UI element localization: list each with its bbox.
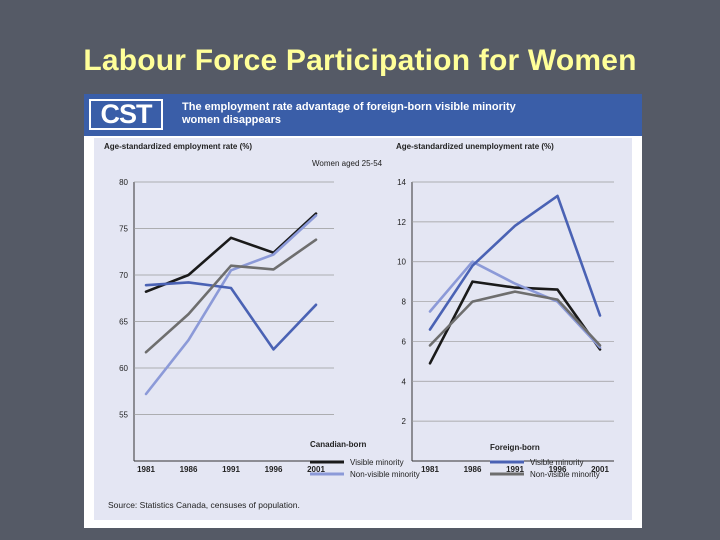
unemployment-x-tick-label: 2001 — [591, 465, 609, 474]
employment-series-fb-nvm — [144, 238, 318, 354]
legend-label-fb-vm: Visible minority — [530, 458, 584, 467]
unemployment-y-tick-label: 12 — [397, 218, 406, 227]
employment-y-tick-label: 75 — [119, 225, 128, 234]
unemployment-x-tick-label: 1991 — [506, 465, 524, 474]
employment-y-tick-label: 80 — [119, 178, 128, 187]
unemployment-y-tick-label: 14 — [397, 178, 406, 187]
employment-y-tick-label: 70 — [119, 271, 128, 280]
legend-label-fb-nvm: Non-visible minority — [530, 470, 600, 479]
employment-series-fb-vm — [144, 281, 318, 351]
legend-group-canadian: Canadian-born — [310, 440, 367, 449]
heading-line-2: women disappears — [182, 114, 282, 126]
legend-label-cb-nvm: Non-visible minority — [350, 470, 420, 479]
employment-x-tick-label: 1981 — [137, 465, 155, 474]
source-note: Source: Statistics Canada, censuses of p… — [108, 500, 300, 510]
slide-title: Labour Force Participation for Women — [83, 44, 637, 77]
unemployment-x-tick-label: 1981 — [421, 465, 439, 474]
unemployment-x-tick-label: 1996 — [549, 465, 567, 474]
unemployment-chart: 2 4 6 8 10 12 14 1981 1986 1991 1996 2001 — [397, 178, 614, 474]
employment-x-tick-label: 1986 — [180, 465, 198, 474]
legend-group-foreign: Foreign-born — [490, 443, 540, 452]
employment-chart: 55 60 65 70 75 80 1981 1986 1991 1996 2001 — [119, 178, 334, 474]
employment-series-cb-nvm — [144, 214, 318, 396]
chart-area: Age-standardized employment rate (%) Age… — [94, 138, 632, 520]
heading-line-1: The employment rate advantage of foreign… — [182, 101, 516, 113]
group-label: Women aged 25-54 — [312, 159, 383, 168]
employment-x-tick-label: 2001 — [307, 465, 325, 474]
unemployment-subtitle: Age-standardized unemployment rate (%) — [396, 142, 554, 151]
employment-y-tick-label: 55 — [119, 411, 128, 420]
employment-subtitle: Age-standardized employment rate (%) — [104, 142, 253, 151]
unemployment-x-tick-label: 1986 — [464, 465, 482, 474]
cst-logo: CST — [89, 99, 163, 130]
charts-svg: 55 60 65 70 75 80 1981 1986 1991 1996 2001 2 4 6 8 10 1… — [108, 178, 614, 510]
employment-y-tick-label: 65 — [119, 318, 128, 327]
unemployment-y-tick-label: 8 — [402, 298, 407, 307]
employment-x-tick-label: 1996 — [265, 465, 283, 474]
unemployment-y-tick-label: 2 — [402, 417, 407, 426]
unemployment-y-tick-label: 6 — [402, 337, 407, 346]
employment-series-cb-vm — [144, 212, 318, 293]
legend: Canadian-born Foreign-born Visible minor… — [310, 440, 600, 479]
employment-x-tick-label: 1991 — [222, 465, 240, 474]
figure-heading: The employment rate advantage of foreign… — [182, 101, 622, 127]
unemployment-y-tick-label: 10 — [397, 258, 406, 267]
legend-label-cb-vm: Visible minority — [350, 458, 404, 467]
unemployment-series-fb-vm — [428, 194, 602, 331]
unemployment-series-cb-vm — [428, 280, 602, 365]
unemployment-series-fb-nvm — [428, 290, 602, 347]
unemployment-y-tick-label: 4 — [402, 377, 407, 386]
figure-header: CST The employment rate advantage of for… — [84, 94, 642, 136]
employment-y-tick-label: 60 — [119, 364, 128, 373]
chart-figure: CST The employment rate advantage of for… — [84, 94, 642, 528]
unemployment-series-cb-nvm — [428, 260, 602, 349]
